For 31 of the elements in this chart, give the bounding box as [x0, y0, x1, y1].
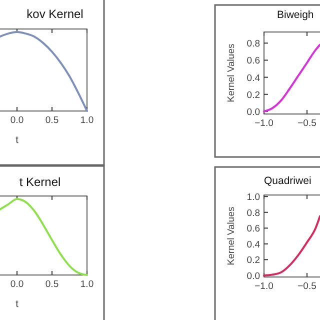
- x-tick-label: −1.0: [254, 118, 274, 129]
- x-tick-label: 0.0: [10, 279, 24, 290]
- y-axis-title: Kernel Values: [226, 206, 237, 266]
- x-tick-label: −1.0: [254, 281, 274, 292]
- line-series: [263, 215, 320, 276]
- y-tick-label: 0.2: [246, 90, 260, 101]
- chart-title: Quadriwei: [264, 175, 312, 187]
- y-axis-title: Kernel Values: [226, 44, 237, 102]
- y-tick-label: 0.4: [246, 239, 260, 250]
- x-tick-label: −0.5: [298, 281, 316, 292]
- line-series: [263, 44, 320, 112]
- y-tick-label: 0.0: [246, 270, 260, 282]
- x-tick-label: 0.5: [45, 279, 59, 290]
- y-tick-label: 0.8: [246, 208, 260, 219]
- x-axis-title: t: [16, 135, 19, 146]
- x-tick-label: 1.0: [80, 115, 94, 126]
- chart-title: t Kernel: [19, 175, 61, 189]
- x-tick-label: 1.0: [80, 279, 94, 290]
- y-tick-label: 1.0: [246, 192, 260, 204]
- y-tick-label: 0.6: [246, 56, 260, 67]
- x-axis-title: t: [16, 299, 19, 310]
- chart-title: kov Kernel: [26, 7, 84, 21]
- chart-title: Biweigh: [277, 9, 314, 21]
- x-tick-label: 0.0: [10, 115, 24, 126]
- y-tick-label: 0.6: [246, 224, 260, 235]
- y-tick-label: 0.2: [246, 255, 260, 266]
- x-tick-label: 0.5: [45, 115, 59, 126]
- y-tick-label: 0.8: [246, 38, 260, 50]
- x-tick-label: −0.5: [298, 118, 316, 129]
- y-tick-label: 0.4: [246, 72, 260, 84]
- y-tick-label: 0.0: [246, 106, 260, 118]
